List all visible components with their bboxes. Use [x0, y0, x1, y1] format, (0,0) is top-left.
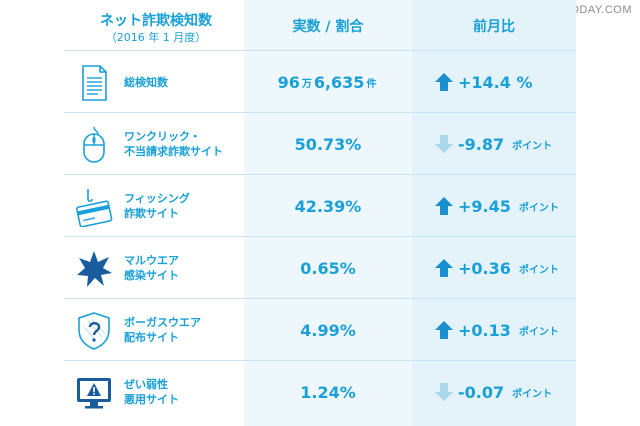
row-label-line2: 感染サイト — [124, 269, 179, 282]
virus-burst-icon — [77, 251, 112, 287]
row-change: -9.87 ポイント — [412, 113, 576, 175]
row-value: 4.99% — [244, 299, 412, 361]
row-label: マルウエア 感染サイト — [124, 237, 244, 299]
value-main: 1.24% — [300, 382, 356, 402]
row-change: +9.45 ポイント — [412, 175, 576, 237]
change-value: -9.87 — [458, 134, 505, 154]
row-value: 50.73% — [244, 113, 412, 175]
monitor-warning-icon — [77, 378, 111, 409]
header-subtitle: （2016 年 1 月度） — [105, 31, 207, 44]
row-label: ボーガスウエア 配布サイト — [124, 299, 244, 361]
arrow-down-icon — [435, 383, 453, 401]
change-value: +0.36 — [458, 258, 511, 278]
header-change: 前月比 — [473, 19, 515, 35]
row-value: 1.24% — [244, 361, 412, 423]
value-main: 0.65% — [300, 258, 356, 278]
column-bg-values — [244, 0, 412, 426]
card-hook-icon — [76, 189, 113, 227]
row-value: 42.39% — [244, 175, 412, 237]
row-change: +0.13 ポイント — [412, 299, 576, 361]
row-label: ワンクリック・ 不当請求詐欺サイト — [124, 113, 244, 175]
row-label: ぜい弱性 悪用サイト — [124, 361, 244, 423]
table-row: ぜい弱性 悪用サイト 1.24% -0.07 ポイント — [64, 360, 576, 422]
column-bg-change — [412, 0, 576, 426]
row-label-line1: ボーガスウエア — [124, 316, 201, 329]
value-unit-man: 万 — [301, 78, 312, 90]
arrow-down-icon — [435, 135, 453, 153]
header-values: 実数 / 割合 — [292, 19, 364, 35]
table-row: マルウエア 感染サイト 0.65% +0.36 ポイント — [64, 236, 576, 298]
change-unit: ポイント — [518, 264, 559, 276]
arrow-up-icon — [435, 197, 453, 215]
change-unit: ポイント — [512, 140, 553, 152]
change-unit: ポイント — [512, 388, 553, 400]
change-value: +9.45 — [458, 196, 511, 216]
table-row: ボーガスウエア 配布サイト 4.99% +0.13 ポイント — [64, 298, 576, 360]
table-row: フィッシング 詐欺サイト 42.39% +9.45 ポイント — [64, 174, 576, 236]
row-label: 総検知数 — [124, 51, 244, 113]
value-main: 42.39% — [294, 196, 362, 216]
row-label-line1: フィッシング — [124, 192, 190, 205]
table-row: ワンクリック・ 不当請求詐欺サイト 50.73% -9.87 ポイント — [64, 112, 576, 174]
arrow-up-icon — [435, 73, 453, 91]
arrow-up-icon — [435, 321, 453, 339]
value-main: 96 — [277, 72, 300, 92]
change-value: +14.4 % — [458, 72, 533, 92]
change-unit: ポイント — [518, 202, 559, 214]
value-main: 4.99% — [300, 320, 356, 340]
mouse-icon — [83, 126, 105, 163]
row-label-line2: 悪用サイト — [124, 393, 179, 406]
arrow-up-icon — [435, 259, 453, 277]
value-main: 50.73% — [294, 134, 362, 154]
header-title: ネット詐欺検知数 — [100, 13, 212, 29]
row-label-line2: 配布サイト — [124, 331, 179, 344]
table-header: ネット詐欺検知数 （2016 年 1 月度） 実数 / 割合 前月比 — [64, 0, 576, 50]
row-value: 96 万 6,635 件 — [244, 51, 412, 113]
row-label: フィッシング 詐欺サイト — [124, 175, 244, 237]
row-label-line2: 不当請求詐欺サイト — [124, 145, 223, 158]
row-change: -0.07 ポイント — [412, 361, 576, 423]
table-row: 総検知数 96 万 6,635 件 +14.4 % — [64, 50, 576, 112]
change-value: -0.07 — [458, 382, 505, 402]
row-change: +0.36 ポイント — [412, 237, 576, 299]
row-change: +14.4 % — [412, 51, 576, 113]
row-label-line1: 総検知数 — [124, 75, 168, 89]
document-icon — [82, 65, 107, 101]
row-label-line2: 詐欺サイト — [124, 207, 179, 220]
change-value: +0.13 — [458, 320, 511, 340]
stats-table: ネット詐欺検知数 （2016 年 1 月度） 実数 / 割合 前月比 総検知数 … — [64, 0, 576, 426]
row-value: 0.65% — [244, 237, 412, 299]
change-unit: ポイント — [518, 326, 559, 338]
row-label-line1: マルウエア — [124, 254, 179, 267]
shield-question-icon — [78, 312, 110, 350]
value-unit-ken: 件 — [366, 78, 377, 90]
value-rest: 6,635 — [313, 72, 365, 92]
row-label-line1: ぜい弱性 — [124, 378, 168, 391]
row-label-line1: ワンクリック・ — [124, 130, 201, 143]
